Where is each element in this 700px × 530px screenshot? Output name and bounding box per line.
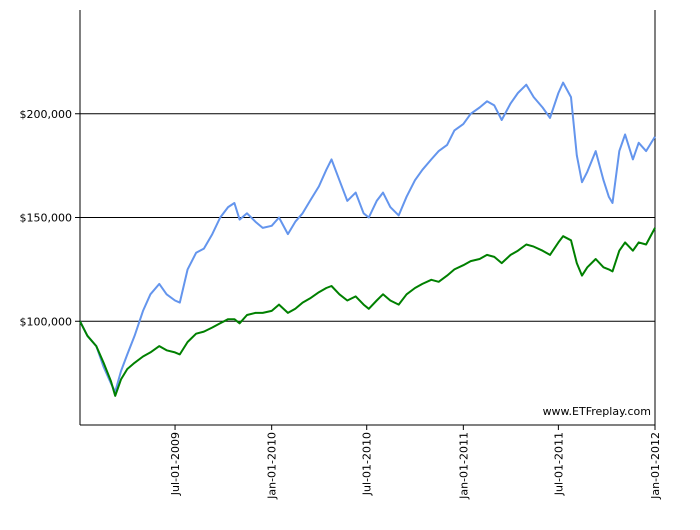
x-tick-label: Jan-01-2012	[649, 432, 662, 500]
series-line-1	[79, 81, 656, 393]
x-tick-label: Jan-01-2011	[457, 432, 470, 500]
y-tick-label: $100,000	[20, 315, 73, 328]
x-tick-labels: Jul-01-2009 Jan-01-2010 Jul-01-2010 Jan-01-…	[169, 425, 662, 500]
x-tick-label: Jan-01-2010	[266, 432, 279, 500]
x-tick-label: Jul-01-2010	[361, 432, 374, 496]
y-tick-labels: $100,000 $150,000 $200,000	[20, 108, 80, 328]
y-tick-label: $150,000	[20, 212, 73, 225]
watermark-text: www.ETFreplay.com	[543, 405, 651, 418]
x-tick-label: Jul-01-2009	[169, 432, 182, 496]
series-lines	[79, 81, 656, 397]
y-tick-label: $200,000	[20, 108, 73, 121]
series-line-2	[79, 227, 656, 397]
x-tick-label: Jul-01-2011	[552, 432, 565, 496]
